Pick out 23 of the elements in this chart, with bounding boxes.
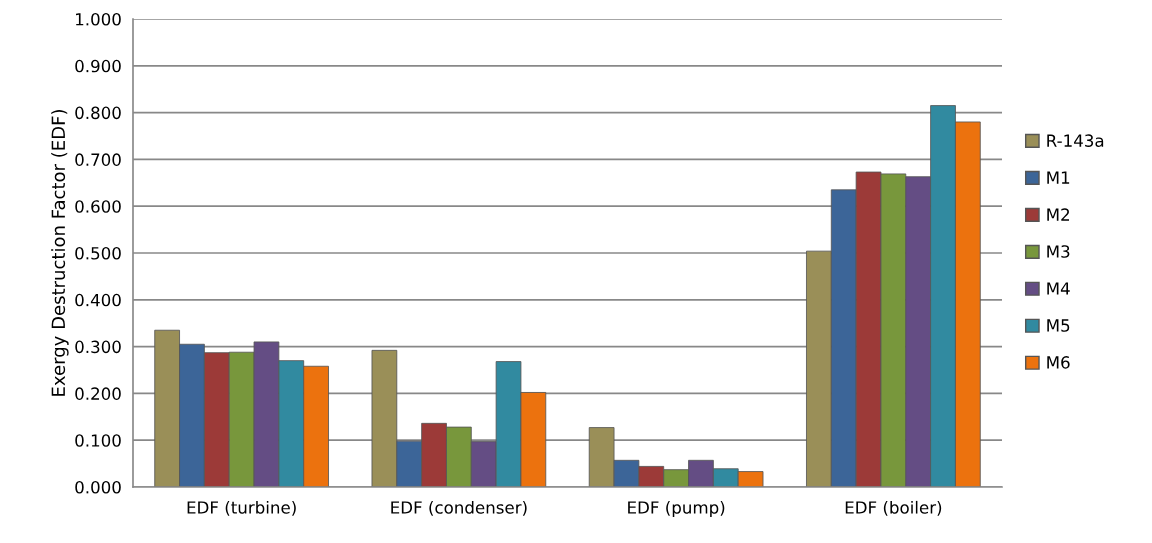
- y-tick-label: 0.800: [75, 106, 121, 120]
- x-tick-label: EDF (pump): [628, 500, 725, 518]
- legend-label: M4: [1047, 282, 1070, 295]
- legend-label: M2: [1047, 208, 1069, 221]
- y-tick-label: 0.300: [75, 340, 121, 354]
- legend-label: R-143a: [1047, 134, 1104, 147]
- y-tick-label: 0.500: [75, 246, 121, 260]
- y-tick-label: 0.200: [75, 387, 121, 400]
- y-tick-label: 0.700: [75, 153, 121, 166]
- legend-label: M6: [1047, 356, 1070, 369]
- y-tick-label: 1.000: [76, 12, 121, 26]
- x-tick-label: EDF (boiler): [845, 500, 942, 516]
- legend-label: M5: [1047, 319, 1070, 332]
- x-tick-label: EDF (condenser): [391, 500, 527, 516]
- y-tick-label: 0.100: [75, 434, 121, 447]
- y-tick-label: 0.900: [75, 59, 121, 73]
- x-tick-label: EDF (turbine): [187, 500, 296, 516]
- legend-label: M1: [1047, 171, 1070, 184]
- y-tick-label: 0.000: [75, 480, 121, 494]
- y-tick-label: 0.600: [75, 200, 121, 213]
- y-tick-label: 0.400: [75, 293, 121, 307]
- legend-label: M3: [1047, 245, 1070, 258]
- y-axis-title: Exergy Destruction Factor (EDF): [51, 110, 69, 396]
